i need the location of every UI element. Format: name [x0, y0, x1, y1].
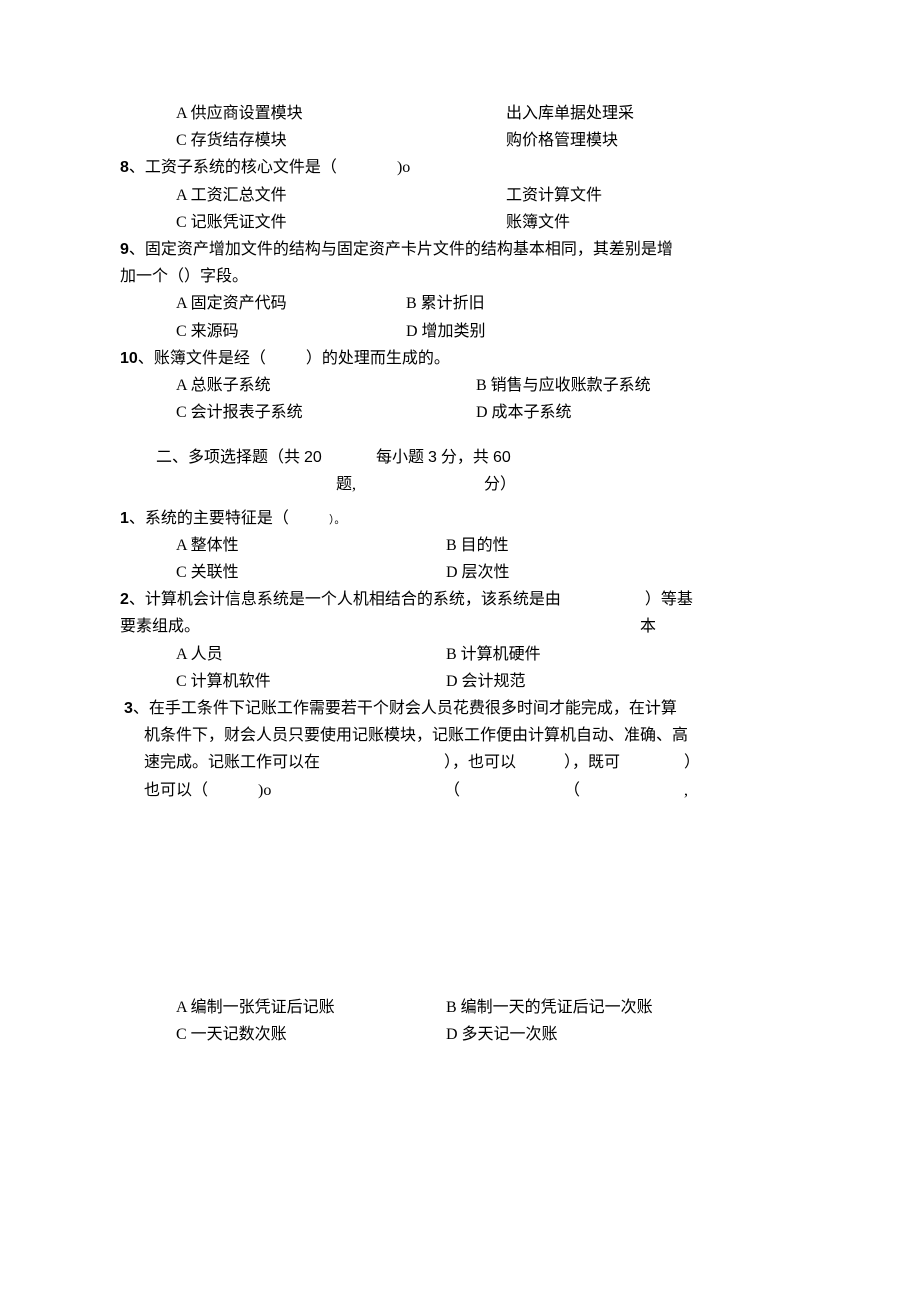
q9-stem-line1: 9、 固定资产增加文件的结构与固定资产卡片文件的结构基本相同，其差别是增	[120, 236, 800, 263]
m1-opt-d: D 层次性	[446, 559, 706, 586]
m2-stem-line2: 要素组成。 本	[120, 613, 800, 640]
q8-opt-a: A 工资汇总文件	[176, 182, 506, 209]
m2-opt-a: A 人员	[176, 641, 446, 668]
q8-opt-c: C 记账凭证文件	[176, 209, 506, 236]
m2-options: A 人员 C 计算机软件 B 计算机硬件 D 会计规范	[176, 641, 800, 695]
q7-opt-a: A 供应商设置模块	[176, 100, 506, 127]
q9-opt-d: D 增加类别	[406, 318, 666, 345]
q9-stem-line2: 加一个（）字段。	[120, 263, 800, 290]
m3-line3: 速完成。记账工作可以在 ），也可以 ），既可 ）	[120, 749, 800, 776]
m1-opt-c: C 关联性	[176, 559, 446, 586]
m3-opt-c: C 一天记数次账	[176, 1021, 446, 1048]
q9-opt-c: C 来源码	[176, 318, 406, 345]
q9-opt-b: B 累计折旧	[406, 290, 666, 317]
m3-line4: 也可以（)o （ （ ,	[120, 777, 800, 804]
m2-stem-line1: 2、 计算机会计信息系统是一个人机相结合的系统，该系统是由 ）等基	[120, 586, 800, 613]
q7-opt-c: C 存货结存模块	[176, 127, 506, 154]
q9-options: A 固定资产代码 C 来源码 B 累计折旧 D 增加类别	[176, 290, 800, 344]
q10-opt-a: A 总账子系统	[176, 372, 476, 399]
q10-stem: 10、 账簿文件是经（）的处理而生成的。	[120, 345, 800, 372]
q7-opt-d: 购价格管理模块	[506, 127, 726, 154]
q7-options: A 供应商设置模块 C 存货结存模块 出入库单据处理采 购价格管理模块	[176, 100, 800, 154]
m2-opt-d: D 会计规范	[446, 668, 706, 695]
section2-title: 二、多项选择题（共 20 每小题 3 分，共 60 题, 分）	[120, 444, 800, 498]
m2-opt-c: C 计算机软件	[176, 668, 446, 695]
q10-opt-d: D 成本子系统	[476, 399, 736, 426]
m3-line1: 3、 在手工条件下记账工作需要若干个财会人员花费很多时间才能完成，在计算	[120, 695, 800, 722]
m1-opt-a: A 整体性	[176, 532, 446, 559]
q8-options: A 工资汇总文件 C 记账凭证文件 工资计算文件 账簿文件	[176, 182, 800, 236]
m3-line2: 机条件下，财会人员只要使用记账模块，记账工作便由计算机自动、准确、高	[144, 722, 800, 749]
m1-options: A 整体性 C 关联性 B 目的性 D 层次性	[176, 532, 800, 586]
m3-opt-b: B 编制一天的凭证后记一次账	[446, 994, 746, 1021]
q8-opt-d: 账簿文件	[506, 209, 726, 236]
q9-opt-a: A 固定资产代码	[176, 290, 406, 317]
q8-opt-b: 工资计算文件	[506, 182, 726, 209]
q10-options: A 总账子系统 C 会计报表子系统 B 销售与应收账款子系统 D 成本子系统	[176, 372, 800, 426]
q7-opt-b: 出入库单据处理采	[506, 100, 726, 127]
m3-opt-d: D 多天记一次账	[446, 1021, 746, 1048]
m3-options: A 编制一张凭证后记账 C 一天记数次账 B 编制一天的凭证后记一次账 D 多天…	[176, 994, 800, 1048]
m1-opt-b: B 目的性	[446, 532, 706, 559]
q10-opt-c: C 会计报表子系统	[176, 399, 476, 426]
m1-stem: 1、 系统的主要特征是（）。	[120, 505, 800, 532]
m2-opt-b: B 计算机硬件	[446, 641, 706, 668]
m3-opt-a: A 编制一张凭证后记账	[176, 994, 446, 1021]
q8-stem: 8、 工资子系统的核心文件是（)o	[120, 154, 800, 181]
q10-opt-b: B 销售与应收账款子系统	[476, 372, 736, 399]
